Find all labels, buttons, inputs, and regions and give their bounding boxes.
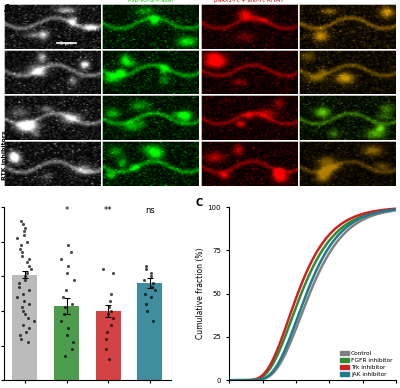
Point xyxy=(62,353,69,359)
Point xyxy=(19,305,25,311)
Point xyxy=(26,301,32,307)
Point xyxy=(64,270,70,276)
Point xyxy=(19,249,26,255)
Point xyxy=(100,266,106,272)
Point xyxy=(107,298,113,304)
Bar xyxy=(138,283,162,380)
Point xyxy=(22,273,29,279)
Point xyxy=(107,308,114,314)
Point xyxy=(24,259,30,265)
Bar xyxy=(12,275,37,380)
Point xyxy=(110,270,116,276)
Point xyxy=(16,284,22,290)
Point xyxy=(69,301,75,307)
Point xyxy=(148,273,154,279)
Point xyxy=(22,225,28,231)
Point xyxy=(25,315,32,321)
Text: *: * xyxy=(64,206,69,215)
Point xyxy=(148,284,155,290)
Text: **: ** xyxy=(104,206,112,215)
Point xyxy=(63,287,70,293)
Point xyxy=(104,329,110,335)
Point xyxy=(16,280,22,286)
Point xyxy=(22,277,29,283)
Text: A: A xyxy=(4,4,12,14)
Point xyxy=(18,253,25,259)
Point xyxy=(24,239,30,245)
Point xyxy=(65,263,72,269)
Point xyxy=(141,277,147,283)
Point xyxy=(26,256,32,262)
Point xyxy=(105,311,112,317)
Text: C: C xyxy=(196,198,203,208)
Point xyxy=(106,305,113,311)
Legend: Control, FGFR inhibitor, Trk inhibitor, JAK inhibitor: Control, FGFR inhibitor, Trk inhibitor, … xyxy=(338,349,395,379)
Point xyxy=(17,332,23,338)
Point xyxy=(20,228,27,234)
Point xyxy=(68,249,75,255)
Point xyxy=(18,218,25,224)
Point xyxy=(21,311,28,317)
Bar xyxy=(96,311,121,380)
Title: βNRX1-Fc + anti-Fc AF647: βNRX1-Fc + anti-Fc AF647 xyxy=(214,0,284,3)
Point xyxy=(26,325,32,331)
Point xyxy=(69,346,76,352)
Point xyxy=(25,339,32,345)
Text: 5 μm: 5 μm xyxy=(60,42,73,47)
Point xyxy=(60,294,66,300)
Text: ns: ns xyxy=(145,206,155,215)
Point xyxy=(152,287,158,293)
Point xyxy=(142,266,149,272)
Text: RTK inhibitors: RTK inhibitors xyxy=(2,130,7,180)
Point xyxy=(148,294,154,300)
Point xyxy=(14,235,20,241)
Title: PSD-95-GFP before: PSD-95-GFP before xyxy=(27,0,77,3)
Point xyxy=(71,277,77,283)
Point xyxy=(17,246,23,252)
Point xyxy=(26,263,32,269)
Point xyxy=(14,294,20,300)
Point xyxy=(20,322,27,328)
Point xyxy=(150,280,156,286)
Point xyxy=(65,325,72,331)
Point xyxy=(142,263,149,269)
Point xyxy=(58,318,64,324)
Point xyxy=(20,232,27,238)
Point xyxy=(20,221,27,227)
Point xyxy=(30,318,37,324)
Point xyxy=(24,270,30,276)
Point xyxy=(150,318,156,324)
Point xyxy=(70,339,76,345)
Bar xyxy=(54,306,79,380)
Point xyxy=(58,256,64,262)
Point xyxy=(142,291,148,297)
Point xyxy=(26,287,32,293)
Y-axis label: Cumulative fraction (%): Cumulative fraction (%) xyxy=(196,248,204,340)
Title: Merge: Merge xyxy=(340,0,356,3)
Point xyxy=(106,356,112,362)
Point xyxy=(63,332,70,338)
Point xyxy=(143,301,149,307)
Point xyxy=(148,270,154,276)
Point xyxy=(108,322,114,328)
Point xyxy=(18,242,24,248)
Point xyxy=(102,336,109,342)
Point xyxy=(65,242,71,248)
Point xyxy=(22,329,29,335)
Point xyxy=(20,308,26,314)
Point xyxy=(20,291,26,297)
Point xyxy=(110,315,116,321)
Point xyxy=(62,305,68,311)
Point xyxy=(103,346,109,352)
Point xyxy=(28,266,34,272)
Point xyxy=(18,336,24,342)
Point xyxy=(61,311,67,317)
Point xyxy=(144,308,150,314)
Point xyxy=(107,291,114,297)
Title: PSD-95-GFP after: PSD-95-GFP after xyxy=(128,0,174,3)
Point xyxy=(20,298,27,304)
